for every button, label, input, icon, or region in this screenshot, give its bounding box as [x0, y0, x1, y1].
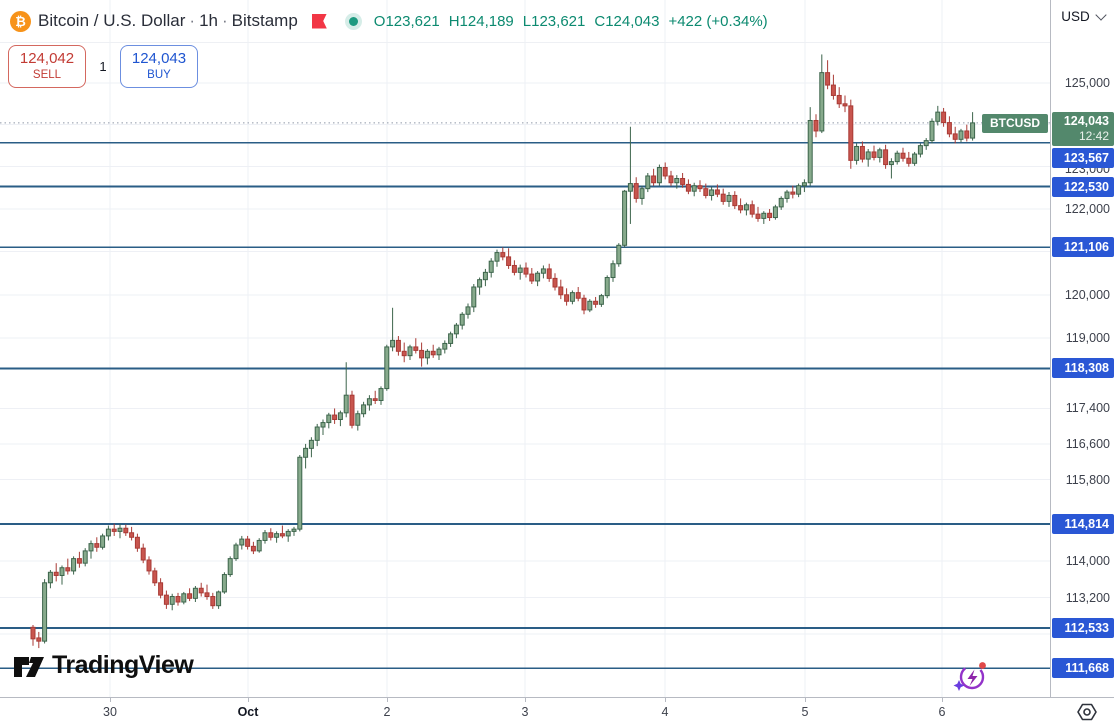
price-axis-label: 116,600 — [1065, 437, 1110, 451]
price-axis-label: 122,000 — [1064, 202, 1110, 216]
time-axis[interactable]: 30 Oct 2 3 4 5 6 — [0, 697, 1114, 725]
spark-assistant-icon[interactable] — [950, 656, 992, 703]
settings-hexagon-icon — [1077, 703, 1097, 721]
price-axis-label: 125,000 — [1064, 76, 1110, 90]
time-axis-label: 3 — [521, 705, 529, 719]
level-price-badge: 121,106 — [1052, 237, 1114, 257]
tradingview-logo-text: TradingView — [52, 650, 194, 679]
flag-icon[interactable] — [311, 13, 327, 29]
price-axis-label: 115,800 — [1065, 473, 1110, 487]
sell-price: 124,042 — [19, 50, 75, 67]
time-axis-label: 5 — [801, 705, 809, 719]
time-axis-tick — [805, 698, 806, 702]
sell-label: SELL — [32, 69, 62, 81]
time-axis-tick — [525, 698, 526, 702]
price-axis-label: 119,000 — [1065, 331, 1110, 345]
time-axis-label: 30 — [103, 705, 117, 719]
time-axis-label: 2 — [383, 705, 391, 719]
price-axis-label: 113,200 — [1065, 591, 1110, 605]
time-axis-tick — [665, 698, 666, 702]
current-price-badge: 124,043 12:42 — [1052, 112, 1114, 146]
time-axis-label: 4 — [661, 705, 669, 719]
time-axis-label: Oct — [237, 705, 259, 719]
level-price-badge: 112,533 — [1052, 618, 1114, 638]
buy-price: 124,043 — [131, 50, 187, 67]
buy-label: BUY — [147, 69, 171, 81]
time-axis-label: 6 — [938, 705, 946, 719]
time-axis-tick — [248, 698, 249, 702]
sparkle-icon — [953, 680, 965, 691]
level-price-badge: 111,668 — [1052, 658, 1114, 678]
level-price-badge: 114,814 — [1052, 514, 1114, 534]
time-axis-tick — [110, 698, 111, 702]
chart-settings-button[interactable] — [1076, 701, 1098, 725]
price-axis-label: 114,000 — [1065, 554, 1110, 568]
currency-value: USD — [1061, 9, 1090, 24]
bar-countdown: 12:42 — [1078, 129, 1109, 143]
tradingview-mark-icon — [14, 657, 44, 677]
price-axis-label: 120,000 — [1064, 288, 1110, 302]
level-price-badge: 123,567 — [1052, 148, 1114, 168]
spread-value: 1 — [99, 59, 107, 74]
price-axis[interactable]: USD 124,043 12:42 125,000 123,000 122,000 1… — [1050, 0, 1114, 697]
order-panel: 124,042 SELL 1 124,043 BUY — [8, 45, 198, 88]
price-axis-label: 117,400 — [1065, 401, 1110, 415]
lightning-bolt-icon — [967, 669, 978, 686]
buy-button[interactable]: 124,043 BUY — [120, 45, 198, 88]
notification-dot — [979, 662, 986, 669]
chevron-down-icon — [1095, 8, 1107, 21]
currency-selector[interactable]: USD — [1051, 8, 1114, 24]
time-axis-tick — [387, 698, 388, 702]
symbol-price-tag: BTCUSD — [982, 114, 1048, 133]
time-axis-tick — [942, 698, 943, 702]
tradingview-logo[interactable]: TradingView — [12, 650, 194, 680]
level-price-badge: 118,308 — [1052, 358, 1114, 378]
candlestick-chart[interactable] — [0, 0, 1050, 697]
current-price-value: 124,043 — [1063, 114, 1109, 128]
sell-button[interactable]: 124,042 SELL — [8, 45, 86, 88]
level-price-badge: 122,530 — [1052, 177, 1114, 197]
